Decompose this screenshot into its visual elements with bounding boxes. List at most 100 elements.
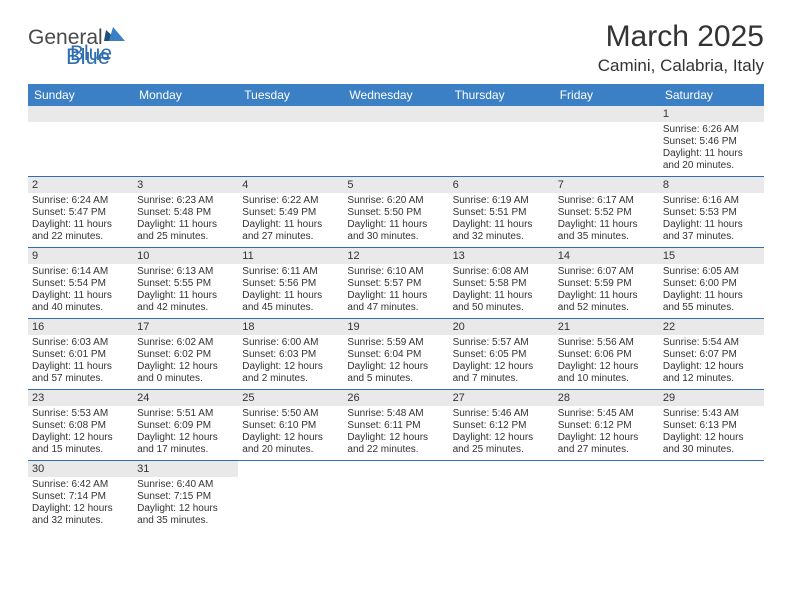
week-row: 9Sunrise: 6:14 AMSunset: 5:54 PMDaylight… xyxy=(28,248,764,319)
day-line: and 27 minutes. xyxy=(558,444,655,456)
day-line: Sunset: 6:04 PM xyxy=(347,349,444,361)
day-line: Sunset: 5:46 PM xyxy=(663,136,760,148)
day-header: Friday xyxy=(554,84,659,106)
day-cell: 2Sunrise: 6:24 AMSunset: 5:47 PMDaylight… xyxy=(28,177,133,248)
day-cell: 17Sunrise: 6:02 AMSunset: 6:02 PMDayligh… xyxy=(133,319,238,390)
day-line: and 50 minutes. xyxy=(453,302,550,314)
day-number: 18 xyxy=(238,319,343,335)
day-line: Sunset: 6:07 PM xyxy=(663,349,760,361)
day-body: Sunrise: 6:40 AMSunset: 7:15 PMDaylight:… xyxy=(133,477,238,531)
day-cell xyxy=(554,106,659,177)
day-line: Daylight: 12 hours xyxy=(558,361,655,373)
day-line: Sunset: 6:01 PM xyxy=(32,349,129,361)
day-line: and 17 minutes. xyxy=(137,444,234,456)
day-line: and 30 minutes. xyxy=(663,444,760,456)
day-line: Sunrise: 6:40 AM xyxy=(137,479,234,491)
day-line: Sunrise: 5:45 AM xyxy=(558,408,655,420)
day-line: and 57 minutes. xyxy=(32,373,129,385)
week-row: 30Sunrise: 6:42 AMSunset: 7:14 PMDayligh… xyxy=(28,461,764,532)
day-cell xyxy=(238,106,343,177)
day-line: Sunrise: 6:02 AM xyxy=(137,337,234,349)
day-cell xyxy=(449,461,554,532)
day-line: and 10 minutes. xyxy=(558,373,655,385)
day-line: Daylight: 11 hours xyxy=(347,219,444,231)
day-line: Sunrise: 6:42 AM xyxy=(32,479,129,491)
day-cell xyxy=(449,106,554,177)
day-line: and 47 minutes. xyxy=(347,302,444,314)
day-cell xyxy=(659,461,764,532)
day-line: Sunrise: 6:11 AM xyxy=(242,266,339,278)
day-line: Sunset: 5:53 PM xyxy=(663,207,760,219)
day-line: Sunset: 5:48 PM xyxy=(137,207,234,219)
day-line: Daylight: 11 hours xyxy=(32,361,129,373)
day-body: Sunrise: 5:53 AMSunset: 6:08 PMDaylight:… xyxy=(28,406,133,460)
day-line: and 52 minutes. xyxy=(558,302,655,314)
day-line: Sunset: 6:12 PM xyxy=(558,420,655,432)
day-line: Daylight: 12 hours xyxy=(137,432,234,444)
day-number: 14 xyxy=(554,248,659,264)
day-number: 21 xyxy=(554,319,659,335)
day-number: 29 xyxy=(659,390,764,406)
day-line: Sunrise: 6:07 AM xyxy=(558,266,655,278)
day-cell xyxy=(554,461,659,532)
day-number: 2 xyxy=(28,177,133,193)
day-body: Sunrise: 5:56 AMSunset: 6:06 PMDaylight:… xyxy=(554,335,659,389)
day-line: Sunrise: 6:22 AM xyxy=(242,195,339,207)
day-cell: 18Sunrise: 6:00 AMSunset: 6:03 PMDayligh… xyxy=(238,319,343,390)
day-line: Sunset: 5:52 PM xyxy=(558,207,655,219)
day-line: Sunset: 6:08 PM xyxy=(32,420,129,432)
day-number: 31 xyxy=(133,461,238,477)
day-cell: 1Sunrise: 6:26 AMSunset: 5:46 PMDaylight… xyxy=(659,106,764,177)
day-line: Sunset: 5:49 PM xyxy=(242,207,339,219)
day-line: Sunrise: 6:16 AM xyxy=(663,195,760,207)
day-number: 10 xyxy=(133,248,238,264)
day-line: and 20 minutes. xyxy=(663,160,760,172)
day-line: Daylight: 11 hours xyxy=(242,290,339,302)
day-line: Sunrise: 5:46 AM xyxy=(453,408,550,420)
logo-text-blue: Blue xyxy=(66,44,110,69)
day-line: Sunset: 6:09 PM xyxy=(137,420,234,432)
day-cell xyxy=(343,461,448,532)
day-line: Sunrise: 6:00 AM xyxy=(242,337,339,349)
day-line: Sunrise: 6:14 AM xyxy=(32,266,129,278)
day-number: 12 xyxy=(343,248,448,264)
empty-daynum xyxy=(238,106,343,122)
day-line: and 35 minutes. xyxy=(558,231,655,243)
day-line: Daylight: 12 hours xyxy=(663,361,760,373)
day-cell: 14Sunrise: 6:07 AMSunset: 5:59 PMDayligh… xyxy=(554,248,659,319)
day-body: Sunrise: 5:46 AMSunset: 6:12 PMDaylight:… xyxy=(449,406,554,460)
day-line: Sunset: 6:03 PM xyxy=(242,349,339,361)
day-number: 3 xyxy=(133,177,238,193)
day-line: and 30 minutes. xyxy=(347,231,444,243)
empty-daynum xyxy=(133,106,238,122)
day-header: Saturday xyxy=(659,84,764,106)
day-line: Sunrise: 6:08 AM xyxy=(453,266,550,278)
day-line: Daylight: 11 hours xyxy=(242,219,339,231)
day-line: Sunrise: 6:20 AM xyxy=(347,195,444,207)
day-cell xyxy=(28,106,133,177)
day-line: Sunset: 6:10 PM xyxy=(242,420,339,432)
day-line: and 15 minutes. xyxy=(32,444,129,456)
day-cell: 15Sunrise: 6:05 AMSunset: 6:00 PMDayligh… xyxy=(659,248,764,319)
day-body: Sunrise: 5:50 AMSunset: 6:10 PMDaylight:… xyxy=(238,406,343,460)
day-line: Daylight: 11 hours xyxy=(137,290,234,302)
week-row: 23Sunrise: 5:53 AMSunset: 6:08 PMDayligh… xyxy=(28,390,764,461)
day-line: Daylight: 11 hours xyxy=(347,290,444,302)
empty-daynum xyxy=(554,106,659,122)
day-line: and 35 minutes. xyxy=(137,515,234,527)
day-line: Sunset: 5:55 PM xyxy=(137,278,234,290)
day-body: Sunrise: 5:43 AMSunset: 6:13 PMDaylight:… xyxy=(659,406,764,460)
day-number: 11 xyxy=(238,248,343,264)
day-line: Sunset: 6:00 PM xyxy=(663,278,760,290)
day-number: 1 xyxy=(659,106,764,122)
day-number: 22 xyxy=(659,319,764,335)
day-line: Daylight: 11 hours xyxy=(32,219,129,231)
day-line: Daylight: 11 hours xyxy=(32,290,129,302)
day-line: Daylight: 12 hours xyxy=(32,432,129,444)
day-cell: 16Sunrise: 6:03 AMSunset: 6:01 PMDayligh… xyxy=(28,319,133,390)
day-line: Sunset: 6:12 PM xyxy=(453,420,550,432)
day-line: Sunset: 5:51 PM xyxy=(453,207,550,219)
day-body: Sunrise: 5:59 AMSunset: 6:04 PMDaylight:… xyxy=(343,335,448,389)
day-line: Sunrise: 5:53 AM xyxy=(32,408,129,420)
day-line: and 0 minutes. xyxy=(137,373,234,385)
